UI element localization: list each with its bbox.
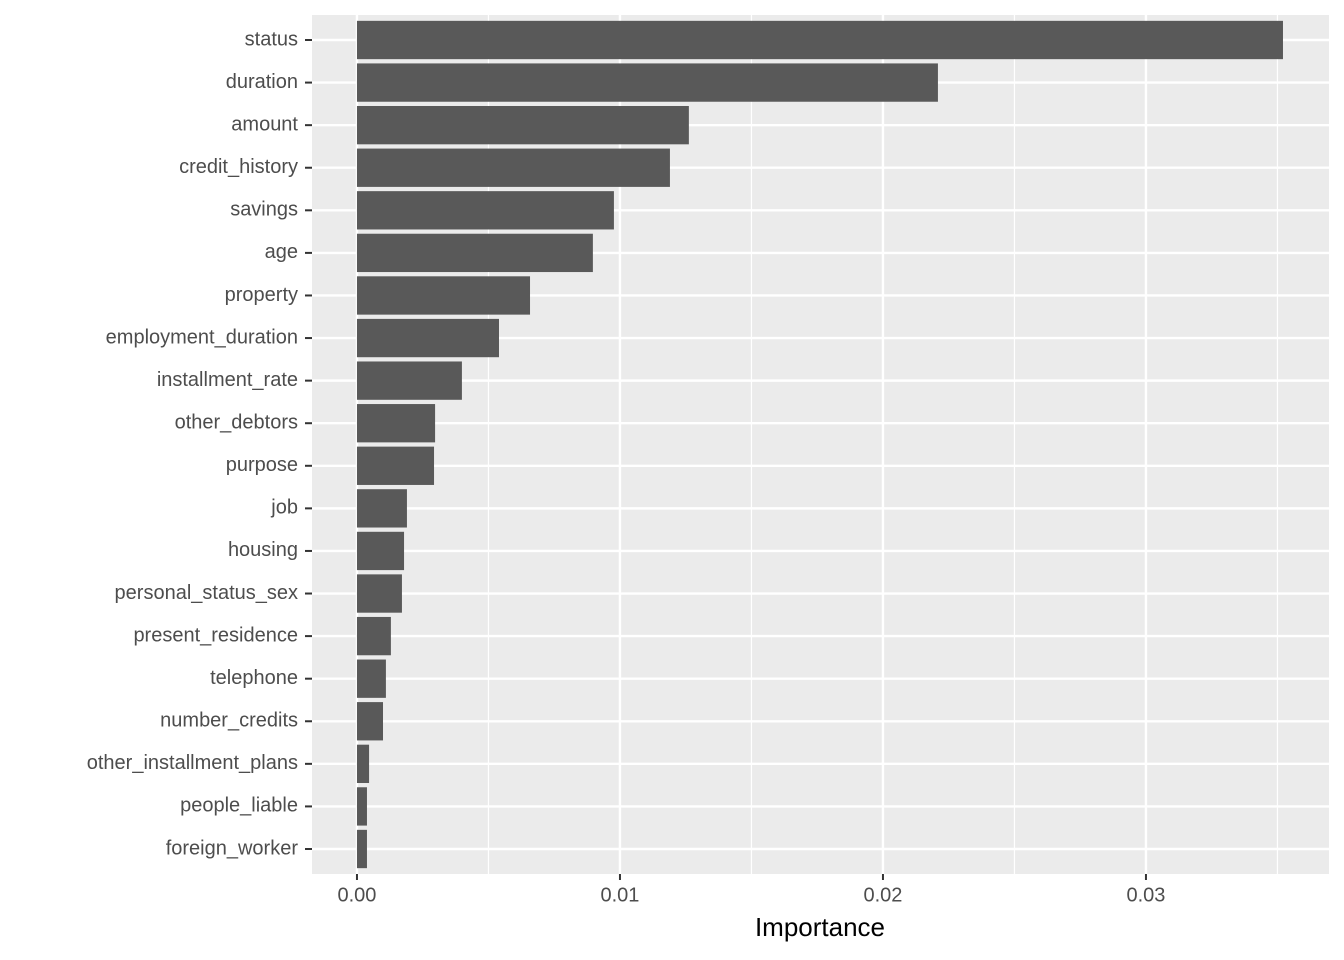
y-tick-label: other_installment_plans (87, 752, 298, 774)
y-tick-label: duration (226, 71, 298, 93)
bar (356, 148, 670, 187)
bar (356, 659, 386, 698)
bar (356, 702, 384, 741)
y-tick-label: credit_history (179, 156, 298, 178)
y-tick-label: people_liable (180, 795, 298, 817)
bar (356, 20, 1283, 60)
bar (356, 744, 370, 784)
bar (356, 616, 391, 656)
y-tick-label: number_credits (160, 710, 298, 732)
bar (356, 105, 689, 145)
bar (356, 446, 435, 485)
y-tick-label: installment_rate (157, 369, 298, 391)
bar (356, 63, 938, 102)
bar (356, 191, 614, 230)
y-tick-label: status (245, 28, 298, 50)
bar (356, 489, 407, 528)
y-tick-label: present_residence (133, 624, 298, 646)
y-tick-label: other_debtors (175, 411, 298, 433)
y-tick-label: housing (228, 539, 298, 561)
y-tick-label: job (270, 497, 298, 519)
y-tick-label: telephone (210, 667, 298, 689)
x-tick-label: 0.00 (338, 884, 377, 906)
x-tick-label: 0.03 (1126, 884, 1165, 906)
bar (356, 531, 405, 571)
y-tick-label: savings (230, 199, 298, 221)
bar (356, 404, 436, 443)
bar (356, 787, 367, 826)
x-axis-title: Importance (755, 912, 885, 942)
bar (356, 829, 367, 869)
bar (356, 574, 402, 613)
bar (356, 318, 499, 358)
bar (356, 276, 531, 315)
y-tick-label: purpose (226, 454, 298, 476)
y-tick-label: personal_status_sex (115, 582, 298, 604)
bar (356, 361, 462, 400)
y-tick-label: foreign_worker (166, 837, 299, 859)
y-tick-label: employment_duration (106, 326, 298, 348)
bar (356, 233, 593, 273)
x-tick-label: 0.02 (863, 884, 902, 906)
x-tick-label: 0.01 (600, 884, 639, 906)
y-tick-label: property (225, 284, 298, 306)
y-tick-label: age (265, 241, 298, 263)
y-tick-label: amount (231, 113, 298, 135)
